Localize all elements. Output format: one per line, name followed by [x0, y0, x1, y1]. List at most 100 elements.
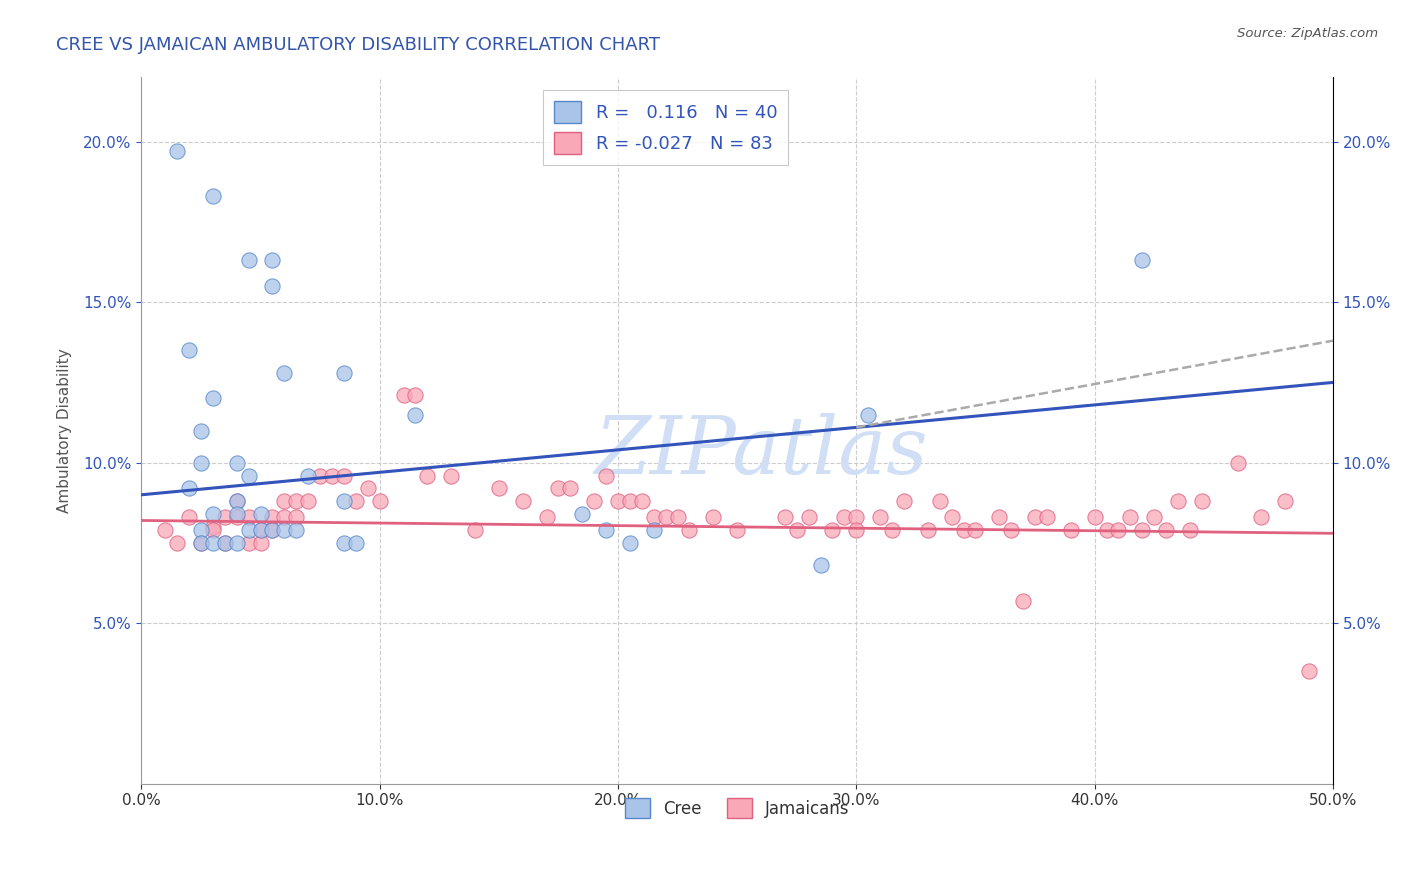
Text: CREE VS JAMAICAN AMBULATORY DISABILITY CORRELATION CHART: CREE VS JAMAICAN AMBULATORY DISABILITY C… [56, 36, 661, 54]
Point [177, 482, 200, 496]
Point [619, 536, 641, 550]
Point [1024, 510, 1046, 524]
Point [201, 536, 224, 550]
Point [595, 468, 617, 483]
Point [725, 523, 748, 537]
Point [249, 523, 271, 537]
Point [654, 510, 676, 524]
Point [309, 468, 332, 483]
Point [464, 523, 486, 537]
Point [201, 507, 224, 521]
Point [1084, 510, 1107, 524]
Point [536, 510, 558, 524]
Point [928, 494, 950, 508]
Point [238, 523, 260, 537]
Point [285, 523, 308, 537]
Point [297, 468, 319, 483]
Point [1167, 494, 1189, 508]
Point [1000, 523, 1022, 537]
Point [858, 408, 880, 422]
Point [941, 510, 963, 524]
Point [810, 558, 832, 573]
Point [166, 145, 188, 159]
Point [285, 510, 308, 524]
Point [773, 510, 796, 524]
Point [630, 494, 652, 508]
Point [273, 494, 295, 508]
Point [357, 482, 380, 496]
Point [1119, 510, 1142, 524]
Point [249, 523, 271, 537]
Point [249, 536, 271, 550]
Point [190, 456, 212, 470]
Point [1274, 494, 1296, 508]
Point [214, 536, 236, 550]
Point [273, 523, 295, 537]
Point [273, 510, 295, 524]
Point [1130, 523, 1153, 537]
Point [285, 494, 308, 508]
Point [321, 468, 343, 483]
Point [1012, 593, 1035, 607]
Point [797, 510, 820, 524]
Point [201, 392, 224, 406]
Y-axis label: Ambulatory Disability: Ambulatory Disability [58, 348, 72, 513]
Point [1060, 523, 1083, 537]
Point [440, 468, 463, 483]
Point [190, 424, 212, 438]
Text: Source: ZipAtlas.com: Source: ZipAtlas.com [1237, 27, 1378, 40]
Point [619, 494, 641, 508]
Point [416, 468, 439, 483]
Point [333, 366, 356, 380]
Point [333, 536, 356, 550]
Point [190, 523, 212, 537]
Point [262, 523, 284, 537]
Point [845, 510, 868, 524]
Point [512, 494, 534, 508]
Point [547, 482, 569, 496]
Point [1298, 665, 1320, 679]
Point [238, 253, 260, 268]
Point [344, 536, 367, 550]
Point [1191, 494, 1213, 508]
Point [177, 343, 200, 358]
Point [225, 510, 247, 524]
Point [1036, 510, 1059, 524]
Point [1178, 523, 1201, 537]
Point [225, 507, 247, 521]
Point [880, 523, 903, 537]
Text: ZIPatlas: ZIPatlas [595, 413, 928, 491]
Point [643, 523, 665, 537]
Point [607, 494, 630, 508]
Point [201, 523, 224, 537]
Point [177, 510, 200, 524]
Point [225, 536, 247, 550]
Point [678, 523, 700, 537]
Point [297, 494, 319, 508]
Point [214, 510, 236, 524]
Point [190, 536, 212, 550]
Legend: Cree, Jamaicans: Cree, Jamaicans [619, 791, 856, 825]
Point [1130, 253, 1153, 268]
Point [952, 523, 974, 537]
Point [214, 536, 236, 550]
Point [225, 494, 247, 508]
Point [666, 510, 689, 524]
Point [262, 523, 284, 537]
Point [238, 468, 260, 483]
Point [643, 510, 665, 524]
Point [834, 510, 856, 524]
Point [702, 510, 724, 524]
Point [249, 507, 271, 521]
Point [965, 523, 987, 537]
Point [988, 510, 1011, 524]
Point [225, 494, 247, 508]
Point [333, 468, 356, 483]
Point [786, 523, 808, 537]
Point [571, 507, 593, 521]
Point [404, 408, 426, 422]
Point [1143, 510, 1166, 524]
Point [583, 494, 606, 508]
Point [190, 536, 212, 550]
Point [821, 523, 844, 537]
